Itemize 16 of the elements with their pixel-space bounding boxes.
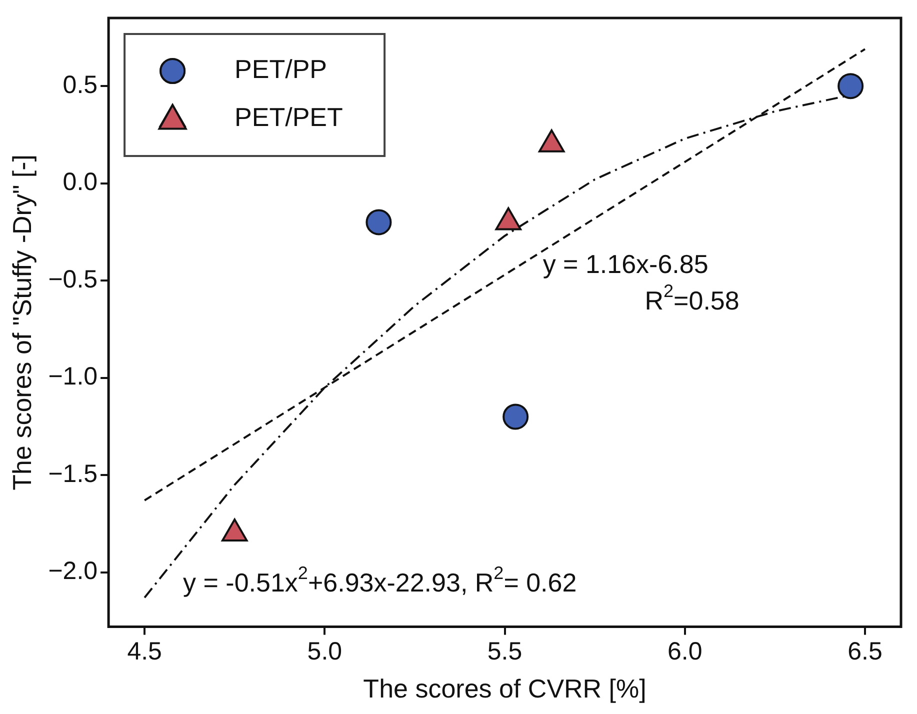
y-tick-label: 0.0 (62, 168, 98, 196)
x-tick-label: 6.0 (667, 638, 702, 666)
x-tick-label: 4.5 (127, 638, 162, 666)
y-tick-label: −2.0 (48, 557, 98, 586)
x-tick-label: 5.0 (307, 638, 342, 666)
legend-label: PET/PP (234, 54, 328, 84)
y-axis-title: The scores of "Stuffy -Dry" [-] (6, 154, 37, 490)
legend-label: PET/PET (234, 102, 344, 132)
x-tick-label: 6.5 (848, 638, 882, 666)
y-tick-label: −1.0 (48, 362, 98, 391)
x-axis-title: The scores of CVRR [%] (363, 674, 646, 704)
x-tick-label: 5.5 (487, 638, 522, 666)
y-tick-label: −1.5 (48, 460, 98, 488)
y-tick-label: −0.5 (48, 265, 98, 294)
annotation: y = 1.16x-6.85 (542, 248, 708, 279)
y-tick-label: 0.5 (62, 70, 98, 99)
